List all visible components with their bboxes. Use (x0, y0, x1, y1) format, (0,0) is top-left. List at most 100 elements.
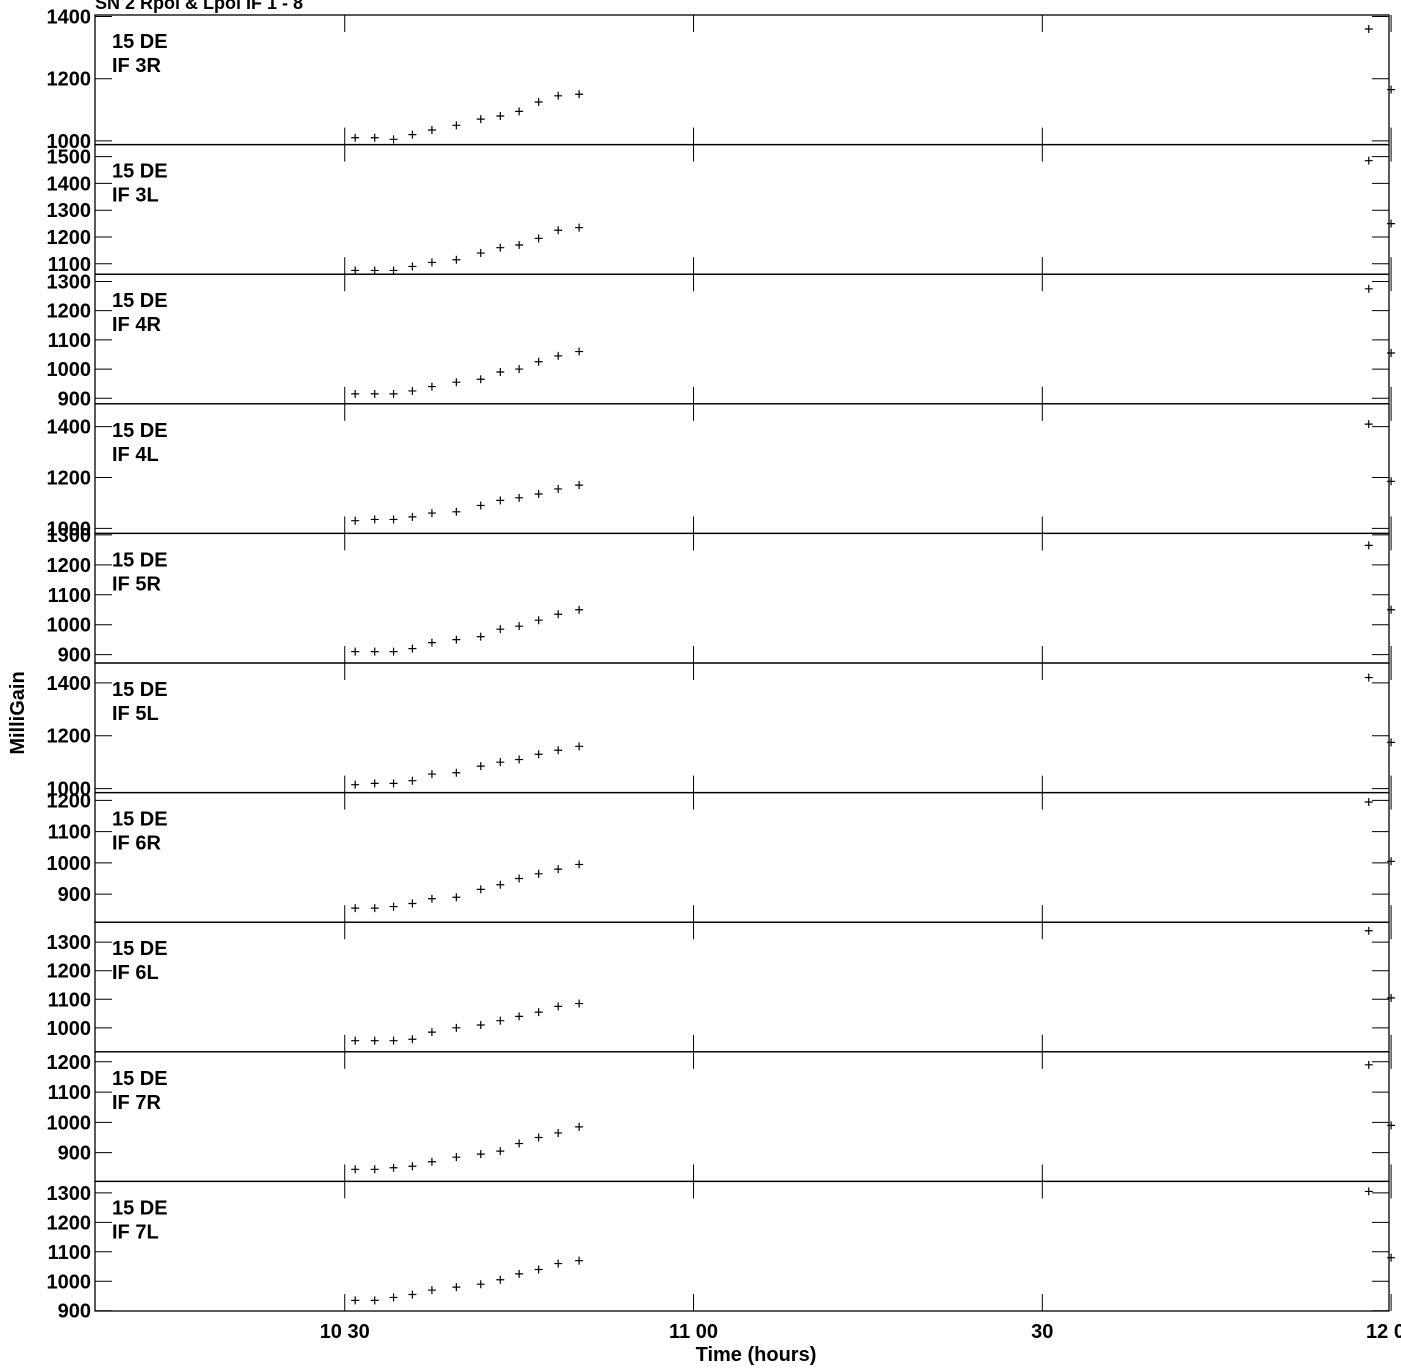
data-point (534, 750, 543, 759)
panel-if-label: IF 7L (112, 1221, 159, 1243)
y-tick-label: 900 (58, 1143, 91, 1165)
data-point (1364, 284, 1373, 293)
data-point (554, 1002, 563, 1011)
data-point (496, 1147, 505, 1156)
y-tick-label: 900 (58, 645, 91, 667)
data-point (534, 616, 543, 625)
panel-antenna-label: 15 DE (112, 1197, 168, 1219)
y-tick-label: 1100 (48, 822, 91, 844)
y-tick-label: 1000 (47, 359, 92, 381)
data-point (554, 351, 563, 360)
panel-antenna-label: 15 DE (112, 1068, 168, 1090)
data-point (515, 1012, 524, 1021)
data-point (351, 647, 360, 656)
panel-if-label: IF 3R (112, 55, 161, 77)
data-point (575, 999, 584, 1008)
panel-if-label: IF 6L (112, 962, 159, 984)
data-point (575, 481, 584, 490)
data-point (351, 1036, 360, 1045)
data-point (408, 1290, 417, 1299)
data-point (534, 98, 543, 107)
data-point (1364, 24, 1373, 33)
panel-frame (94, 14, 1390, 146)
y-tick-label: 1000 (47, 779, 92, 801)
data-point (575, 605, 584, 614)
data-point (351, 389, 360, 398)
y-tick-label: 1300 (47, 1183, 92, 1205)
data-point (476, 632, 485, 641)
data-point (496, 1275, 505, 1284)
y-tick-label: 1400 (47, 173, 92, 195)
data-point (351, 780, 360, 789)
data-point (408, 644, 417, 653)
data-point (452, 1153, 461, 1162)
data-point (534, 234, 543, 243)
data-point (408, 512, 417, 521)
data-point (575, 223, 584, 232)
data-point (1387, 857, 1396, 866)
data-point (370, 779, 379, 788)
data-point (1387, 738, 1396, 747)
y-tick-label: 1000 (47, 1112, 92, 1134)
data-point (1387, 349, 1396, 358)
data-point (427, 1157, 436, 1166)
data-point (1364, 541, 1373, 550)
panel-frame (94, 791, 1390, 923)
y-tick-label: 1400 (47, 417, 92, 439)
data-point (351, 904, 360, 913)
y-tick-label: 900 (58, 388, 91, 410)
y-tick-label: 1300 (47, 932, 92, 954)
y-axis-label: MilliGain (7, 671, 29, 754)
chart-title: SN 2 Rpol & Lpol IF 1 - 8 (95, 0, 303, 13)
data-point (476, 1150, 485, 1159)
data-point (370, 647, 379, 656)
panel-antenna-label: 15 DE (112, 290, 168, 312)
x-tick-label: 10 30 (320, 1321, 370, 1343)
data-point (476, 885, 485, 894)
panel-if-label: IF 4R (112, 314, 161, 336)
data-point (534, 1008, 543, 1017)
data-point (389, 647, 398, 656)
data-point (1387, 993, 1396, 1002)
y-tick-label: 1000 (47, 615, 92, 637)
y-tick-label: 1000 (47, 1018, 92, 1040)
data-point (515, 622, 524, 631)
y-tick-label: 1500 (47, 147, 92, 169)
data-point (427, 125, 436, 134)
y-tick-label: 1200 (47, 1212, 92, 1234)
data-point (515, 241, 524, 250)
data-point (1364, 156, 1373, 165)
data-point (496, 367, 505, 376)
panel-antenna-label: 15 DE (112, 31, 168, 53)
data-point (515, 874, 524, 883)
data-point (427, 258, 436, 267)
data-point (534, 357, 543, 366)
data-point (496, 880, 505, 889)
data-point (476, 375, 485, 384)
y-tick-label: 1200 (47, 1052, 92, 1074)
data-point (1387, 85, 1396, 94)
y-tick-label: 1000 (47, 131, 92, 153)
data-point (496, 112, 505, 121)
data-point (389, 515, 398, 524)
data-point (427, 1028, 436, 1037)
data-point (408, 1162, 417, 1171)
y-tick-label: 1100 (48, 330, 91, 352)
x-tick-label: 12 00 (1366, 1321, 1401, 1343)
data-point (476, 501, 485, 510)
data-point (554, 746, 563, 755)
y-tick-label: 1100 (48, 989, 91, 1011)
data-point (1387, 605, 1396, 614)
panel-frame (94, 1051, 1390, 1183)
data-point (408, 899, 417, 908)
